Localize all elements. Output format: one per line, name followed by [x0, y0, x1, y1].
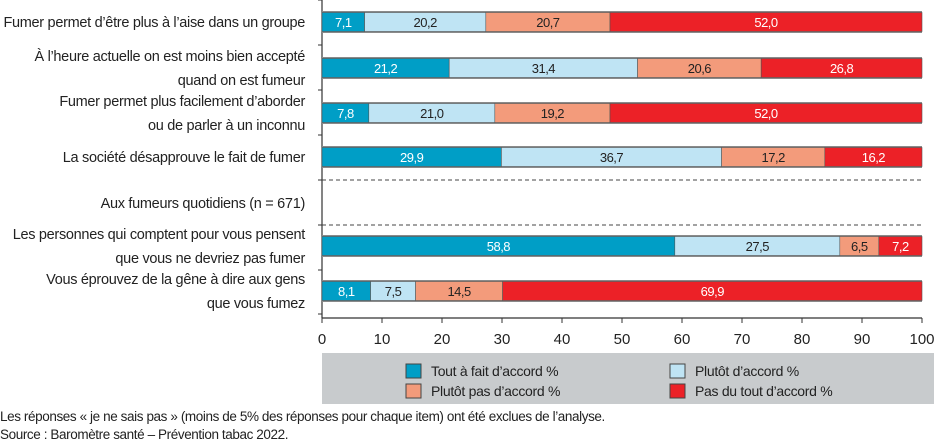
x-tick-label: 10 — [374, 331, 391, 348]
legend-swatch — [405, 383, 422, 399]
row-label: quand on est fumeur — [178, 73, 306, 89]
data-label: 31,4 — [532, 61, 556, 76]
footnote: Les réponses « je ne sais pas » (moins d… — [0, 409, 605, 424]
data-label: 7,2 — [892, 239, 909, 254]
data-label: 7,8 — [337, 106, 354, 121]
x-tick-label: 50 — [614, 331, 631, 348]
bar-segment-4 — [502, 281, 923, 301]
data-label: 19,2 — [541, 106, 565, 121]
row-label: Aux fumeurs quotidiens (n = 671) — [101, 196, 305, 212]
row-label: À l’heure actuelle on est moins bien acc… — [34, 48, 305, 65]
bar-segment-4 — [609, 103, 923, 123]
data-label: 29,9 — [400, 150, 424, 165]
bar-segment-4 — [609, 12, 923, 32]
data-label: 7,5 — [385, 284, 402, 299]
legend-label: Pas du tout d’accord % — [695, 383, 832, 399]
row-label: Les personnes qui comptent pour vous pen… — [13, 227, 306, 243]
data-label: 52,0 — [754, 15, 778, 30]
bar-segment-4 — [824, 147, 923, 167]
x-tick-label: 30 — [494, 331, 511, 348]
data-label: 14,5 — [447, 284, 471, 299]
data-label: 20,6 — [688, 61, 712, 76]
legend-swatch — [669, 363, 686, 379]
row-label: que vous fumez — [207, 296, 305, 312]
row-label: La société désapprouve le fait de fumer — [63, 150, 306, 166]
x-tick-label: 90 — [854, 331, 871, 348]
data-label: 69,9 — [701, 284, 725, 299]
data-label: 21,0 — [420, 106, 444, 121]
legend-label: Plutôt d’accord % — [695, 363, 799, 379]
data-label: 36,7 — [600, 150, 624, 165]
x-tick-label: 20 — [434, 331, 451, 348]
row-label: Fumer permet d’être plus à l’aise dans u… — [3, 15, 305, 31]
data-label: 21,2 — [374, 61, 398, 76]
data-label: 27,5 — [746, 239, 770, 254]
legend-box — [322, 353, 934, 404]
row-label: Fumer permet plus facilement d’aborder — [59, 94, 305, 110]
row-label: Vous éprouvez de la gêne à dire aux gens — [46, 272, 305, 288]
x-tick-label: 80 — [794, 331, 811, 348]
row-label: ou de parler à un inconnu — [148, 118, 305, 134]
data-label: 52,0 — [754, 106, 778, 121]
bar-segment-4 — [760, 58, 923, 78]
x-tick-label: 0 — [318, 331, 326, 348]
legend-swatch — [669, 383, 686, 399]
row-label: que vous ne devriez pas fumer — [115, 251, 305, 267]
data-label: 7,1 — [335, 15, 352, 30]
data-label: 20,2 — [414, 15, 438, 30]
source-note: Source : Baromètre santé – Prévention ta… — [0, 427, 289, 442]
data-label: 17,2 — [762, 150, 786, 165]
x-tick-label: 100 — [909, 331, 934, 348]
legend-label: Tout à fait d’accord % — [431, 363, 558, 379]
x-tick-label: 60 — [674, 331, 691, 348]
data-label: 26,8 — [830, 61, 854, 76]
x-tick-label: 70 — [734, 331, 751, 348]
data-label: 16,2 — [862, 150, 886, 165]
data-label: 8,1 — [338, 284, 355, 299]
data-label: 20,7 — [536, 15, 560, 30]
bar-segment-4 — [878, 236, 923, 256]
data-label: 58,8 — [487, 239, 511, 254]
x-tick-label: 40 — [554, 331, 571, 348]
data-label: 6,5 — [851, 239, 868, 254]
legend-label: Plutôt pas d’accord % — [431, 383, 560, 399]
legend-swatch — [405, 363, 422, 379]
